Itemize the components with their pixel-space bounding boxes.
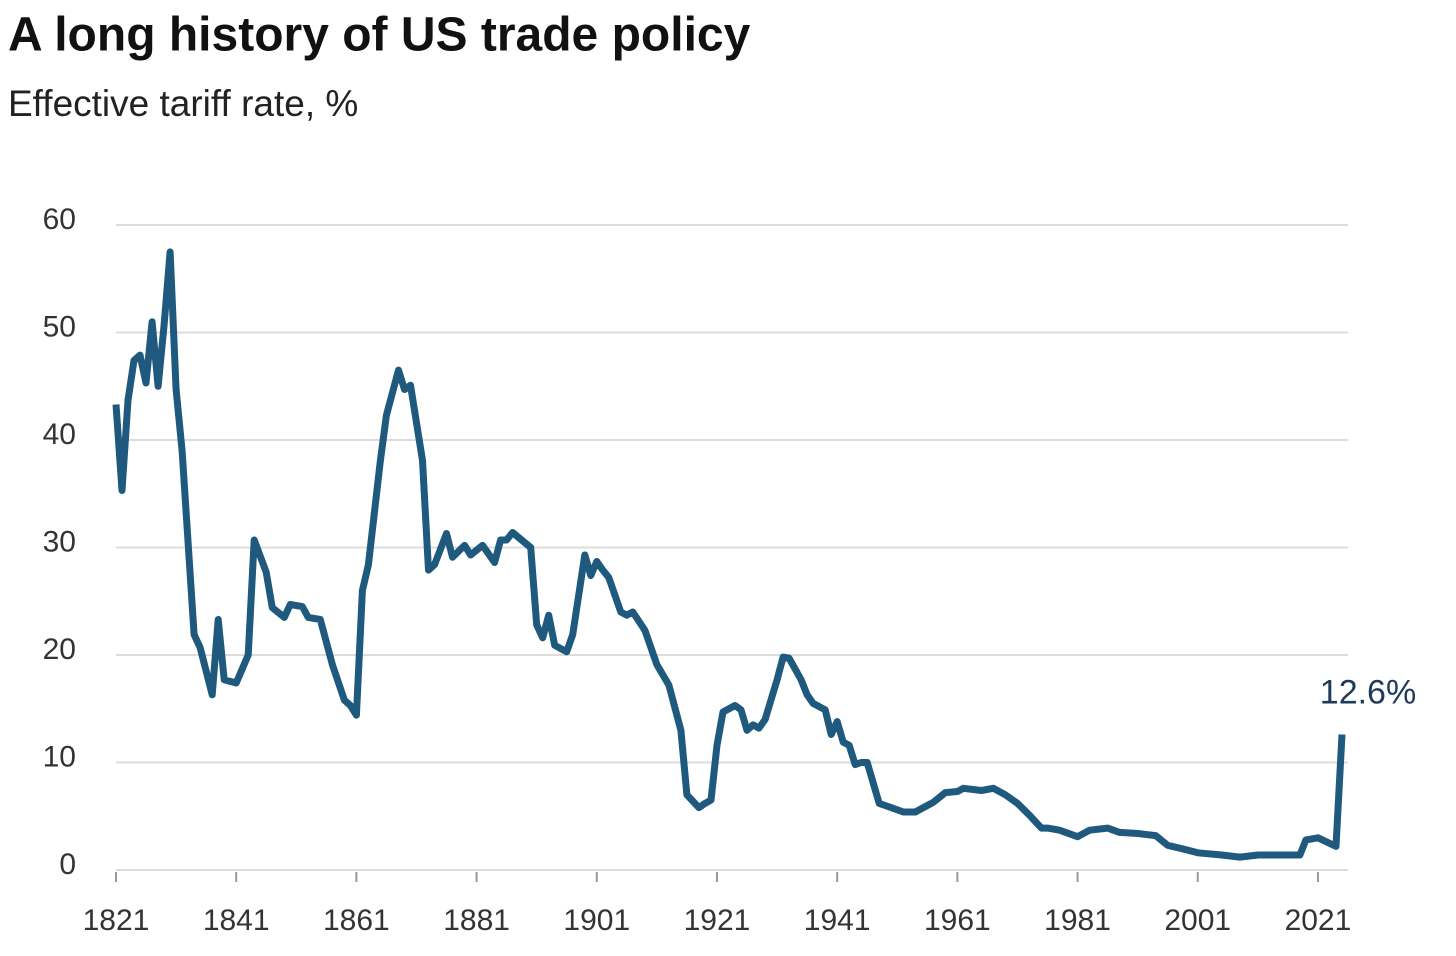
x-tick-label: 1961 — [924, 904, 991, 937]
y-tick-label: 60 — [43, 203, 76, 236]
y-tick-label: 0 — [59, 848, 76, 881]
y-tick-label: 20 — [43, 633, 76, 666]
chart-title: A long history of US trade policy — [8, 9, 751, 62]
x-tick-label: 1841 — [203, 904, 270, 937]
x-tick-label: 1861 — [323, 904, 390, 937]
y-tick-label: 50 — [43, 310, 76, 343]
line — [112, 248, 1346, 861]
y-tick-label: 10 — [43, 740, 76, 773]
x-tick-label: 1941 — [804, 904, 871, 937]
x-tick-label: 2021 — [1285, 904, 1352, 937]
x-tick-label: 1981 — [1044, 904, 1111, 937]
x-tick-label: 1921 — [684, 904, 751, 937]
chart-subtitle: Effective tariff rate, % — [8, 83, 358, 124]
x-tick-label: 1821 — [83, 904, 150, 937]
annotation: 12.6% — [1320, 674, 1416, 712]
x-tick-label: 2001 — [1164, 904, 1231, 937]
y-tick-label: 30 — [43, 525, 76, 558]
y-tick-label: 40 — [43, 418, 76, 451]
x-tick-label: 1901 — [563, 904, 630, 937]
x-tick-label: 1881 — [443, 904, 510, 937]
